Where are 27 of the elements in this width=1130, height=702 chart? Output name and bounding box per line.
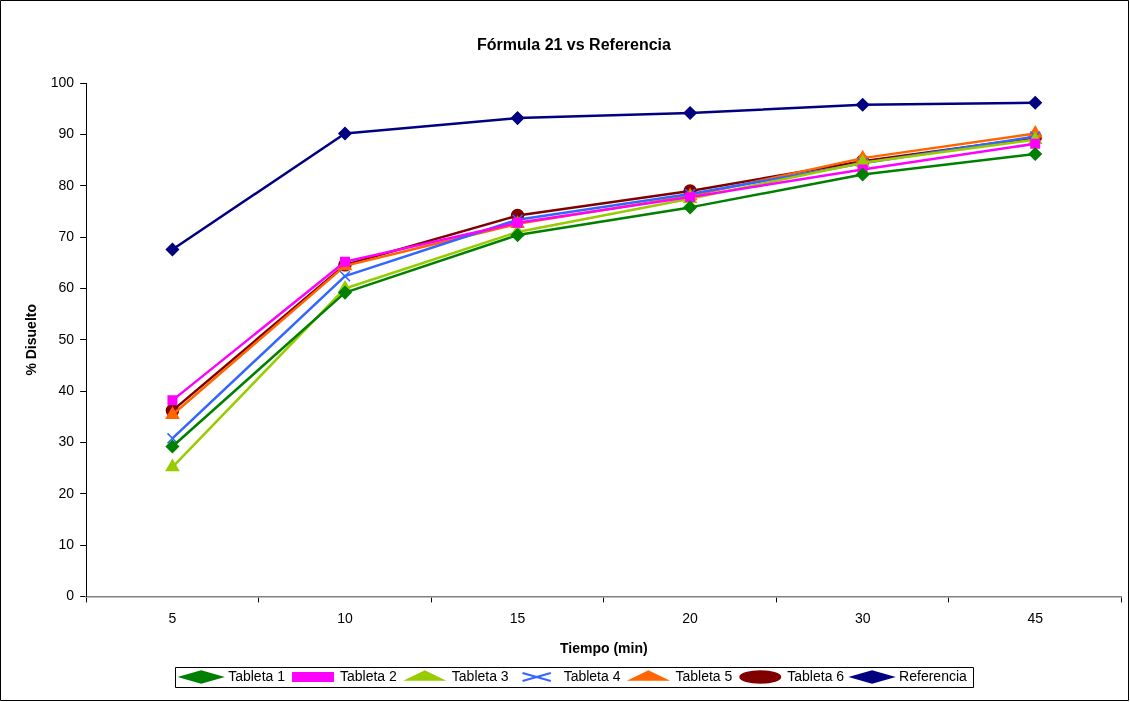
x-tick-label: 15 (509, 609, 526, 626)
legend-label: Tableta 2 (340, 667, 398, 684)
y-tick-label: 70 (58, 228, 75, 245)
x-tick-label: 30 (854, 609, 871, 626)
legend-label: Referencia (899, 667, 968, 684)
x-tick-label: 10 (337, 609, 353, 626)
legend-label: Tableta 4 (563, 667, 621, 684)
x-tick-label: 5 (168, 609, 177, 626)
y-tick-label: 20 (58, 484, 75, 501)
x-axis-title: Tiempo (min) (560, 640, 648, 657)
y-tick-label: 40 (58, 381, 75, 398)
y-tick-label: 60 (58, 279, 75, 296)
x-tick-label: 45 (1027, 609, 1044, 626)
y-tick-label: 0 (66, 587, 75, 604)
y-tick-label: 50 (58, 330, 75, 347)
y-tick-label: 10 (58, 535, 75, 552)
y-tick-label: 80 (58, 176, 75, 193)
chart-title: Fórmula 21 vs Referencia (477, 36, 672, 54)
y-tick-label: 90 (58, 125, 75, 142)
legend-label: Tableta 6 (787, 667, 845, 684)
legend-label: Tableta 3 (451, 667, 509, 684)
y-axis-title: % Disuelto (23, 304, 40, 376)
legend-label: Tableta 5 (675, 667, 733, 684)
y-tick-label: 100 (50, 74, 75, 91)
x-tick-label: 20 (682, 609, 699, 626)
y-tick-label: 30 (58, 433, 75, 450)
legend-label: Tableta 1 (228, 667, 286, 684)
